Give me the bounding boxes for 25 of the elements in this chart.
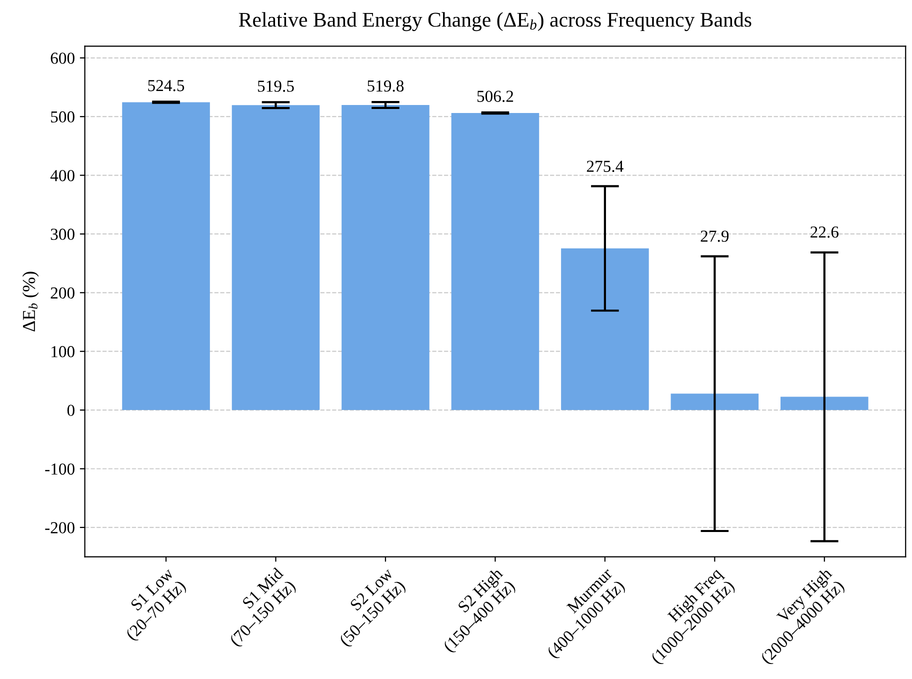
annotation: 22.6 — [810, 226, 838, 238]
annotation: 275.4 — [586, 160, 624, 172]
y-tick-label: -100 — [45, 463, 74, 475]
bar — [780, 396, 868, 410]
data-label: 524.5 — [148, 80, 184, 92]
y-tick-label: 300 — [50, 228, 74, 240]
y-tick-label: 200 — [50, 287, 74, 299]
bar — [451, 112, 540, 410]
y-tick-label: 0 — [67, 404, 74, 416]
bar — [670, 394, 759, 410]
y-tick-label: 400 — [50, 170, 74, 182]
bar — [122, 102, 210, 410]
data-label: 519.5 — [258, 80, 294, 92]
data-label: 506.2 — [477, 90, 514, 102]
bar — [561, 248, 649, 410]
y-tick-label: 500 — [51, 111, 74, 123]
bar — [342, 104, 430, 410]
data-label: 519.8 — [368, 80, 404, 92]
y-tick-label: -200 — [45, 522, 74, 534]
annotation: 27.9 — [700, 230, 729, 242]
chart-title: Relative Band Energy Change (ΔE$_{b}$) across Frequency Bands — [238, 12, 752, 32]
bar — [232, 105, 320, 410]
y-tick-label: 100 — [52, 346, 74, 358]
y-axis-title: ΔE$_{b}$ (%) — [22, 272, 39, 332]
y-tick-label: 600 — [50, 52, 74, 64]
